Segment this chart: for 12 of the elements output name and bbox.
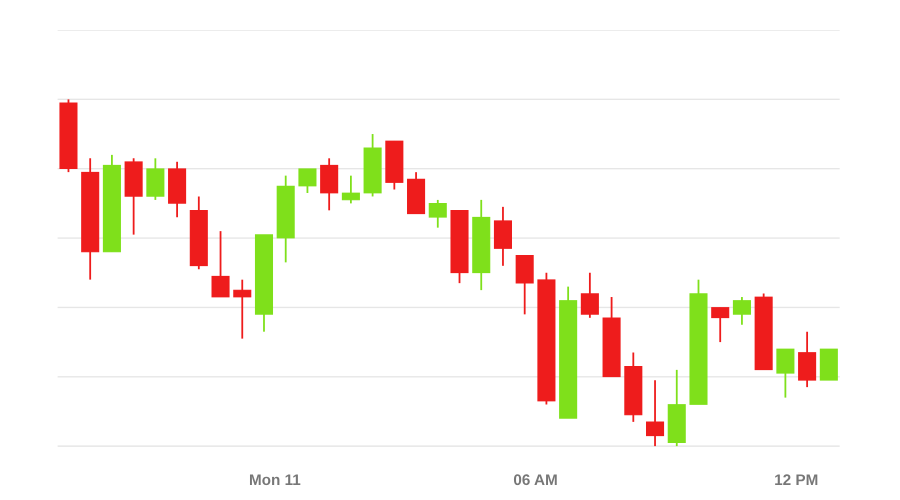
candlestick — [212, 230, 230, 298]
candlestick — [580, 272, 599, 319]
candlestick — [646, 379, 664, 448]
candlestick — [298, 168, 316, 194]
candlestick — [732, 296, 751, 326]
x-tick-label: 06 AM — [514, 474, 557, 486]
x-tick-label: 12 PM — [775, 474, 818, 485]
x-tick-label: Mon 11 — [250, 474, 300, 486]
candlestick — [711, 306, 730, 343]
candlestick — [342, 174, 360, 204]
candlestick — [428, 199, 447, 229]
candlestick — [233, 278, 252, 340]
